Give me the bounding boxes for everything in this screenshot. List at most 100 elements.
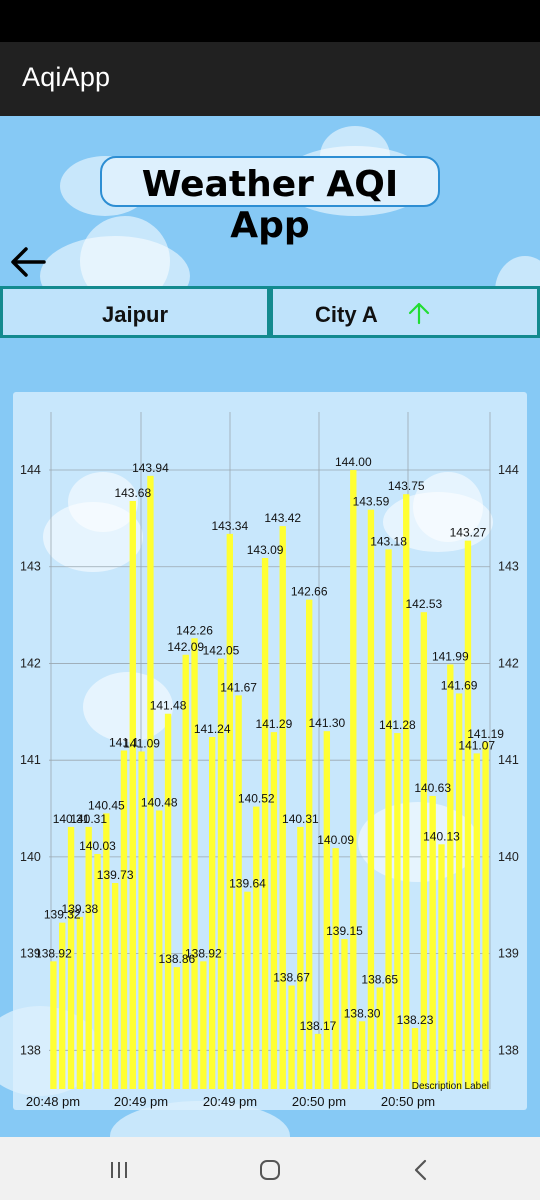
bar	[147, 475, 154, 1089]
bar-value-label: 141.09	[123, 736, 160, 750]
home-icon[interactable]	[255, 1155, 285, 1185]
bar	[314, 1033, 322, 1089]
bar	[50, 961, 57, 1089]
bar	[288, 985, 295, 1089]
bar-value-label: 140.09	[317, 833, 354, 847]
bar-value-label: 141.99	[432, 649, 469, 663]
tab-city-a[interactable]: City A	[270, 286, 540, 338]
bar-value-label: 139.38	[62, 902, 99, 916]
x-tick-label: 20:48 pm	[26, 1094, 80, 1109]
bar-value-label: 141.19	[467, 727, 504, 741]
y-tick-label-right: 141	[498, 753, 519, 767]
recent-apps-icon[interactable]	[104, 1155, 134, 1185]
bar	[455, 693, 463, 1089]
page-title-pill: Weather AQI App	[100, 156, 440, 246]
bar	[129, 500, 136, 1089]
x-tick-label: 20:50 pm	[381, 1094, 435, 1109]
x-tick-label: 20:49 pm	[203, 1094, 257, 1109]
bar-value-label: 141.48	[150, 699, 187, 713]
back-button[interactable]	[6, 240, 50, 284]
bar	[429, 795, 436, 1089]
system-navigation-bar	[0, 1137, 540, 1200]
bar	[253, 806, 260, 1089]
bar-value-label: 141.67	[220, 680, 257, 694]
bar-value-label: 140.31	[53, 812, 90, 826]
bar-value-label: 140.45	[88, 798, 125, 812]
bar	[438, 844, 445, 1089]
bar	[367, 509, 375, 1090]
bar-value-label: 141.29	[256, 717, 293, 731]
bar-value-label: 140.13	[423, 829, 460, 843]
bar-value-label: 140.31	[70, 812, 107, 826]
bar	[358, 1021, 366, 1089]
arrow-left-icon	[11, 247, 46, 277]
bar-value-label: 141.28	[379, 718, 416, 732]
app-title: AqiApp	[22, 62, 111, 92]
cloud-decoration	[383, 492, 493, 552]
bar	[376, 987, 383, 1089]
bar-value-label: 138.67	[273, 971, 310, 985]
cloud-decoration	[43, 502, 143, 572]
bar	[482, 741, 489, 1089]
tab-jaipur[interactable]: Jaipur	[0, 286, 270, 338]
bar	[67, 826, 75, 1089]
y-tick-label-right: 144	[498, 463, 519, 477]
main-content: Weather AQI App Jaipur City A 138 138 139 1…	[0, 116, 540, 1137]
bar-value-label: 138.17	[300, 1019, 337, 1033]
y-tick-label-right: 143	[498, 560, 519, 574]
bar-value-label: 143.59	[353, 495, 390, 509]
bar	[85, 826, 92, 1089]
page-title: Weather AQI App	[141, 164, 399, 246]
bar	[279, 526, 286, 1089]
chart-svg: 138 138 139 139 140 140 141 141 142 142 143 143 144 1…	[20, 412, 519, 1109]
y-tick-label-right: 142	[498, 656, 519, 670]
y-tick-label-left: 141	[20, 753, 41, 767]
bar-value-label: 138.92	[35, 946, 72, 960]
bar-value-label: 144.00	[335, 455, 372, 469]
bar	[111, 882, 119, 1089]
y-tick-label-left: 144	[20, 463, 41, 477]
bar-value-label: 143.18	[370, 534, 407, 548]
y-tick-label-right: 139	[498, 947, 519, 961]
bar	[297, 826, 304, 1089]
bar-value-label: 141.24	[194, 722, 231, 736]
chart-description: Description Label	[412, 1081, 489, 1092]
bar	[341, 939, 348, 1089]
bar	[270, 732, 278, 1089]
bar	[411, 1028, 419, 1089]
bar-value-label: 138.30	[344, 1006, 381, 1020]
back-nav-icon[interactable]	[406, 1155, 436, 1185]
bar	[385, 549, 392, 1089]
x-tick-label: 20:49 pm	[114, 1094, 168, 1109]
y-tick-label-left: 140	[20, 850, 41, 864]
y-tick-label-left: 138	[20, 1043, 41, 1057]
bar	[447, 664, 454, 1089]
bar-value-label: 140.48	[141, 795, 178, 809]
bar-value-label: 142.09	[167, 640, 204, 654]
app-bar: AqiApp	[0, 42, 540, 116]
bar-value-label: 138.92	[185, 946, 222, 960]
bar-value-label: 140.31	[282, 812, 319, 826]
bar-value-label: 140.03	[79, 839, 116, 853]
bar-value-label: 143.27	[450, 526, 487, 540]
bar	[323, 731, 331, 1089]
bar	[76, 916, 84, 1089]
bar	[173, 967, 181, 1089]
bar	[182, 654, 189, 1089]
tab-label: Jaipur	[101, 302, 169, 327]
bar-value-label: 142.26	[176, 623, 213, 637]
y-tick-label-left: 142	[20, 656, 41, 670]
bar-value-label: 140.63	[414, 781, 451, 795]
bar-value-label: 141.07	[458, 738, 495, 752]
bar	[403, 494, 410, 1089]
bar	[191, 638, 198, 1089]
bar	[103, 813, 110, 1089]
aqi-bar-chart: 138 138 139 139 140 140 141 141 142 142 143 143 144 1…	[13, 392, 527, 1110]
bar	[235, 695, 242, 1089]
bar-value-label: 143.68	[114, 486, 151, 500]
bar-value-label: 143.94	[132, 461, 169, 475]
bar	[200, 961, 207, 1089]
bar-value-label: 142.66	[291, 585, 328, 599]
bar-value-label: 138.86	[159, 952, 196, 966]
bar	[473, 753, 480, 1089]
